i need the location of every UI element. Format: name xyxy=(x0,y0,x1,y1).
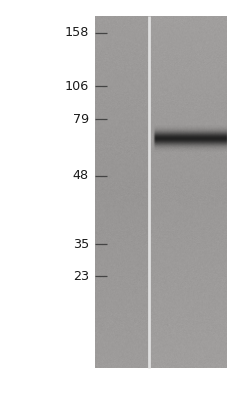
Text: 79: 79 xyxy=(72,113,89,126)
Text: 35: 35 xyxy=(72,238,89,250)
Text: 23: 23 xyxy=(72,270,89,282)
Text: 48: 48 xyxy=(72,170,89,182)
Text: 106: 106 xyxy=(64,80,89,92)
Text: 158: 158 xyxy=(64,26,89,39)
